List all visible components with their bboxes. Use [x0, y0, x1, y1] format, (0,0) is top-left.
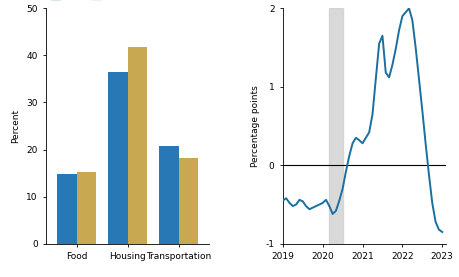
Legend: Rural, Urban: Rural, Urban	[50, 0, 132, 1]
Bar	[159, 146, 179, 244]
Y-axis label: Percentage points: Percentage points	[251, 85, 259, 167]
Bar	[179, 158, 198, 244]
Bar	[329, 8, 342, 244]
Bar	[108, 72, 128, 244]
Y-axis label: Percent: Percent	[11, 109, 21, 143]
Bar	[57, 174, 77, 244]
Bar	[77, 172, 96, 244]
Bar	[128, 47, 147, 244]
